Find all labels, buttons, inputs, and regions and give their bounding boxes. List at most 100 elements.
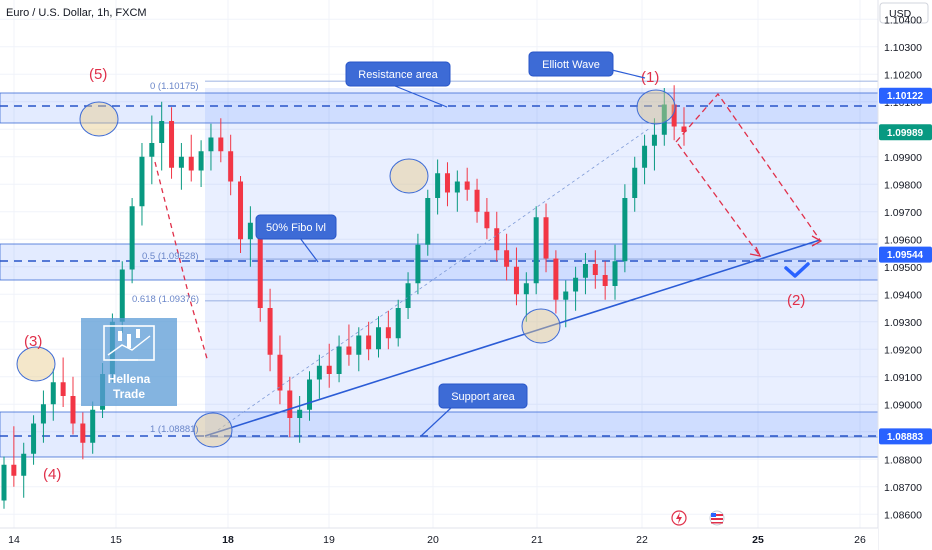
y-tick-label: 1.09300 <box>884 317 922 329</box>
candle-body <box>375 327 381 350</box>
highlight-peak-19 <box>389 158 429 194</box>
candle-body <box>11 464 17 476</box>
candle-body <box>218 137 224 152</box>
x-tick-label: 25 <box>752 534 764 546</box>
candle-body <box>425 198 431 245</box>
y-tick-label: 1.10300 <box>884 42 922 54</box>
candle-body <box>21 453 27 476</box>
chart-title: Euro / U.S. Dollar, 1h, FXCM <box>6 7 147 19</box>
candle-body <box>582 264 588 278</box>
y-tick-label: 1.09700 <box>884 207 922 219</box>
candle-body <box>513 266 519 295</box>
candle-body <box>198 151 204 171</box>
callout-fibo: 50% Fibo lvl <box>255 214 337 263</box>
candle-body <box>80 423 86 443</box>
highlight-wave-1 <box>636 89 676 125</box>
wave-label-4: (4) <box>43 466 61 483</box>
candle-body <box>188 156 194 171</box>
y-tick-label: 1.09000 <box>884 399 922 411</box>
plot-background <box>0 0 878 528</box>
candle-body <box>484 211 490 229</box>
y-tick-label: 1.09600 <box>884 234 922 246</box>
price-badge-label: 1.10122 <box>887 91 924 102</box>
callout-elliott: Elliott Wave <box>528 51 646 79</box>
y-tick-label: 1.09900 <box>884 152 922 164</box>
highlight-wave-3 <box>16 346 56 382</box>
fib-label-0618: 0.618 (1.09376) <box>132 294 199 305</box>
candle-body <box>504 250 510 267</box>
wave-label-5: (5) <box>89 66 107 83</box>
svg-text:Hellena: Hellena <box>108 372 151 386</box>
y-tick-label: 1.09500 <box>884 262 922 274</box>
candle-body <box>632 167 638 198</box>
callout-support: Support area <box>420 383 528 437</box>
candle-body <box>592 264 598 275</box>
price-badge <box>879 428 932 445</box>
wave-5-decline-path <box>154 161 209 363</box>
currency-button[interactable] <box>879 2 929 24</box>
candle-body <box>287 390 293 418</box>
fib-label-0: 0 (1.10175) <box>150 81 199 92</box>
x-tick-label: 14 <box>8 534 20 546</box>
projection-path-b <box>677 143 761 257</box>
candle-body <box>474 189 480 212</box>
candle-body <box>70 396 76 424</box>
candle-body <box>661 104 667 135</box>
x-tick-label: 21 <box>531 534 543 546</box>
candle-body <box>405 283 411 308</box>
wave-label-1: (1) <box>641 69 659 86</box>
candle-body <box>307 379 313 410</box>
hellena-trade-logo: Hellena Trade <box>81 318 177 406</box>
x-tick-label: 18 <box>222 534 234 546</box>
price-badge-label: 1.09989 <box>887 128 924 139</box>
candle-body <box>257 222 263 308</box>
price-badge <box>879 246 932 263</box>
candle-body <box>543 217 549 259</box>
candle-body <box>385 327 391 339</box>
candle-body <box>681 126 687 132</box>
currency-label: USD <box>889 8 912 20</box>
svg-text:Trade: Trade <box>113 387 145 401</box>
candle-body <box>563 291 569 300</box>
candle-body <box>533 217 539 284</box>
candle-body <box>277 354 283 391</box>
callout-elliott-label: Elliott Wave <box>542 59 600 71</box>
lightning-event-icon[interactable] <box>671 510 687 526</box>
candle-body <box>119 269 125 322</box>
candle-body <box>316 365 322 380</box>
fib-label-05: 0.5 (1.09528) <box>142 251 199 262</box>
arrowhead-a <box>811 235 823 247</box>
x-tick-label: 26 <box>854 534 866 546</box>
candle-body <box>267 308 273 355</box>
us-flag-event-icon[interactable] <box>709 510 725 526</box>
time-axis-ticks: 14 15 18 19 20 21 22 25 26 <box>8 534 866 546</box>
x-tick-label: 22 <box>636 534 648 546</box>
candle-body <box>464 181 470 190</box>
candle-body <box>238 181 244 240</box>
arrowhead-b <box>749 246 762 257</box>
candle-body <box>50 382 56 405</box>
y-tick-label: 1.08800 <box>884 454 922 466</box>
resistance-area <box>0 92 879 124</box>
callout-resistance: Resistance area <box>345 61 451 108</box>
candle-body <box>553 258 559 300</box>
highlight-low-21 <box>521 308 561 344</box>
x-tick-label: 20 <box>427 534 439 546</box>
candle-body <box>671 104 677 127</box>
candle-body <box>642 145 648 168</box>
candle-body <box>395 308 401 339</box>
x-tick-label: 19 <box>323 534 335 546</box>
y-tick-label: 1.09200 <box>884 344 922 356</box>
wave-label-3: (3) <box>24 333 42 350</box>
candle-body <box>40 404 46 424</box>
fibo-area <box>0 243 879 281</box>
time-axis-panel <box>0 528 878 550</box>
callout-fibo-label: 50% Fibo lvl <box>266 222 326 234</box>
candle-body <box>651 134 657 146</box>
projection-path-a <box>675 92 821 241</box>
candle-body <box>573 277 579 292</box>
y-tick-label: 1.08700 <box>884 482 922 494</box>
candle-body <box>612 261 618 286</box>
candle-body <box>90 409 96 443</box>
